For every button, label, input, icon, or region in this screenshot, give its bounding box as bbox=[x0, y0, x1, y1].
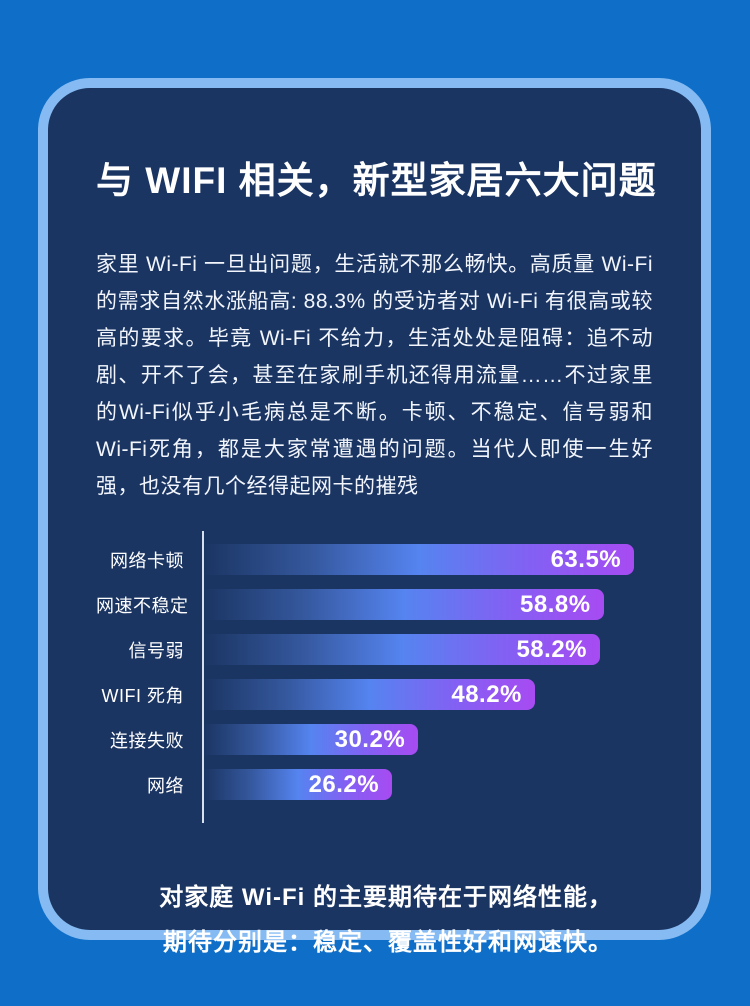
bar-value-label: 58.2% bbox=[516, 635, 588, 663]
bar: 58.2% bbox=[204, 634, 601, 665]
bar-category-label: WIFI 死角 bbox=[101, 685, 184, 706]
bar: 48.2% bbox=[204, 679, 535, 710]
bar-category-label: 连接失败 bbox=[110, 730, 184, 751]
chart-row: 信号弱 58.2% bbox=[96, 627, 653, 672]
bar-track: 63.5% bbox=[204, 544, 653, 575]
chart-row: 网络 26.2% bbox=[96, 762, 653, 807]
bar-track: 58.2% bbox=[204, 634, 653, 665]
bar-value-label: 58.8% bbox=[520, 590, 591, 618]
bar-value-label: 48.2% bbox=[451, 680, 522, 708]
footer-note: 对家庭 Wi-Fi 的主要期待在于网络性能， 期待分别是：稳定、覆盖性好和网速快… bbox=[96, 875, 653, 965]
footer-line-2: 期待分别是：稳定、覆盖性好和网速快。 bbox=[163, 929, 613, 956]
chart-row: 网速不稳定 58.8% bbox=[96, 582, 653, 627]
bar: 26.2% bbox=[204, 769, 393, 800]
axis-line bbox=[202, 531, 204, 823]
intro-paragraph: 家里 Wi-Fi 一旦出问题，生活就不那么畅快。高质量 Wi-Fi 的需求自然水… bbox=[96, 253, 653, 498]
bar: 63.5% bbox=[204, 544, 635, 575]
bar-value-label: 30.2% bbox=[334, 725, 406, 753]
bar-value-label: 63.5% bbox=[550, 545, 622, 573]
footer-line-1: 对家庭 Wi-Fi 的主要期待在于网络性能， bbox=[159, 884, 613, 911]
bar-chart: 网络卡顿 63.5% 网速不稳定 58.8% 信号弱 58.2% WIFI 死角 48.2% 连… bbox=[96, 531, 653, 823]
chart-row: WIFI 死角 48.2% bbox=[96, 672, 653, 717]
content-card: 与 WIFI 相关，新型家居六大问题 家里 Wi-Fi 一旦出问题，生活就不那么… bbox=[38, 78, 711, 956]
bar-category-label: 信号弱 bbox=[128, 640, 184, 661]
chart-row: 连接失败 30.2% bbox=[96, 717, 653, 762]
page-title: 与 WIFI 相关，新型家居六大问题 bbox=[96, 160, 657, 201]
bar-track: 48.2% bbox=[204, 679, 653, 710]
bar-track: 30.2% bbox=[204, 724, 653, 755]
chart-row: 网络卡顿 63.5% bbox=[96, 537, 653, 582]
bar-category-label: 网络 bbox=[147, 775, 184, 796]
bar: 30.2% bbox=[204, 724, 419, 755]
bar-value-label: 26.2% bbox=[308, 770, 380, 798]
bar-category-label: 网络卡顿 bbox=[110, 550, 184, 571]
bar-track: 58.8% bbox=[204, 589, 653, 620]
bar-category-label: 网速不稳定 bbox=[96, 595, 189, 616]
bar-track: 26.2% bbox=[204, 769, 653, 800]
bar: 58.8% bbox=[204, 589, 604, 620]
